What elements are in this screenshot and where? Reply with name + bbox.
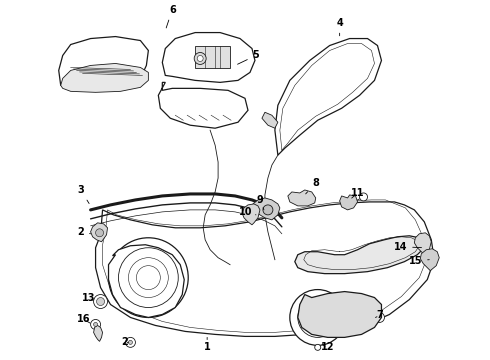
Polygon shape xyxy=(61,63,148,92)
Circle shape xyxy=(136,266,160,289)
Circle shape xyxy=(298,298,338,337)
Circle shape xyxy=(108,238,188,318)
Text: 9: 9 xyxy=(257,195,264,210)
Circle shape xyxy=(96,229,103,237)
Text: 5: 5 xyxy=(238,50,259,64)
Text: 10: 10 xyxy=(239,207,256,217)
Polygon shape xyxy=(340,195,358,210)
Circle shape xyxy=(360,193,368,201)
Text: 1: 1 xyxy=(204,337,211,352)
Text: 3: 3 xyxy=(77,185,89,203)
Circle shape xyxy=(128,258,168,298)
Polygon shape xyxy=(108,245,184,318)
Text: 14: 14 xyxy=(393,242,421,252)
Text: 6: 6 xyxy=(166,5,175,28)
Polygon shape xyxy=(252,198,280,220)
Polygon shape xyxy=(420,249,439,271)
Polygon shape xyxy=(162,32,255,82)
Circle shape xyxy=(311,310,325,324)
Circle shape xyxy=(197,55,203,62)
Circle shape xyxy=(91,319,100,329)
Polygon shape xyxy=(94,325,102,341)
Polygon shape xyxy=(295,236,424,274)
Circle shape xyxy=(94,294,107,309)
Text: 12: 12 xyxy=(321,342,335,352)
Text: 16: 16 xyxy=(77,314,90,324)
Text: 2: 2 xyxy=(121,337,128,347)
Circle shape xyxy=(194,53,206,64)
Polygon shape xyxy=(288,190,316,206)
Text: 7: 7 xyxy=(375,310,383,320)
Polygon shape xyxy=(91,223,107,242)
Text: 13: 13 xyxy=(82,293,96,302)
Polygon shape xyxy=(158,82,248,128)
Polygon shape xyxy=(242,204,260,225)
Polygon shape xyxy=(415,233,431,255)
Polygon shape xyxy=(262,112,278,128)
Circle shape xyxy=(374,312,385,323)
Polygon shape xyxy=(275,39,382,155)
Text: 2: 2 xyxy=(77,227,91,237)
Circle shape xyxy=(290,289,345,345)
Circle shape xyxy=(97,298,104,306)
Circle shape xyxy=(125,337,135,347)
Circle shape xyxy=(119,248,178,307)
Polygon shape xyxy=(298,292,382,337)
Circle shape xyxy=(263,205,273,215)
Text: 8: 8 xyxy=(306,178,319,194)
Polygon shape xyxy=(96,202,434,336)
Circle shape xyxy=(315,345,321,350)
Text: 4: 4 xyxy=(336,18,343,36)
Circle shape xyxy=(94,323,98,327)
Text: 15: 15 xyxy=(409,256,429,266)
Text: 11: 11 xyxy=(351,188,364,198)
Circle shape xyxy=(128,340,132,345)
Polygon shape xyxy=(59,37,148,86)
Circle shape xyxy=(305,305,331,330)
Polygon shape xyxy=(195,45,230,68)
